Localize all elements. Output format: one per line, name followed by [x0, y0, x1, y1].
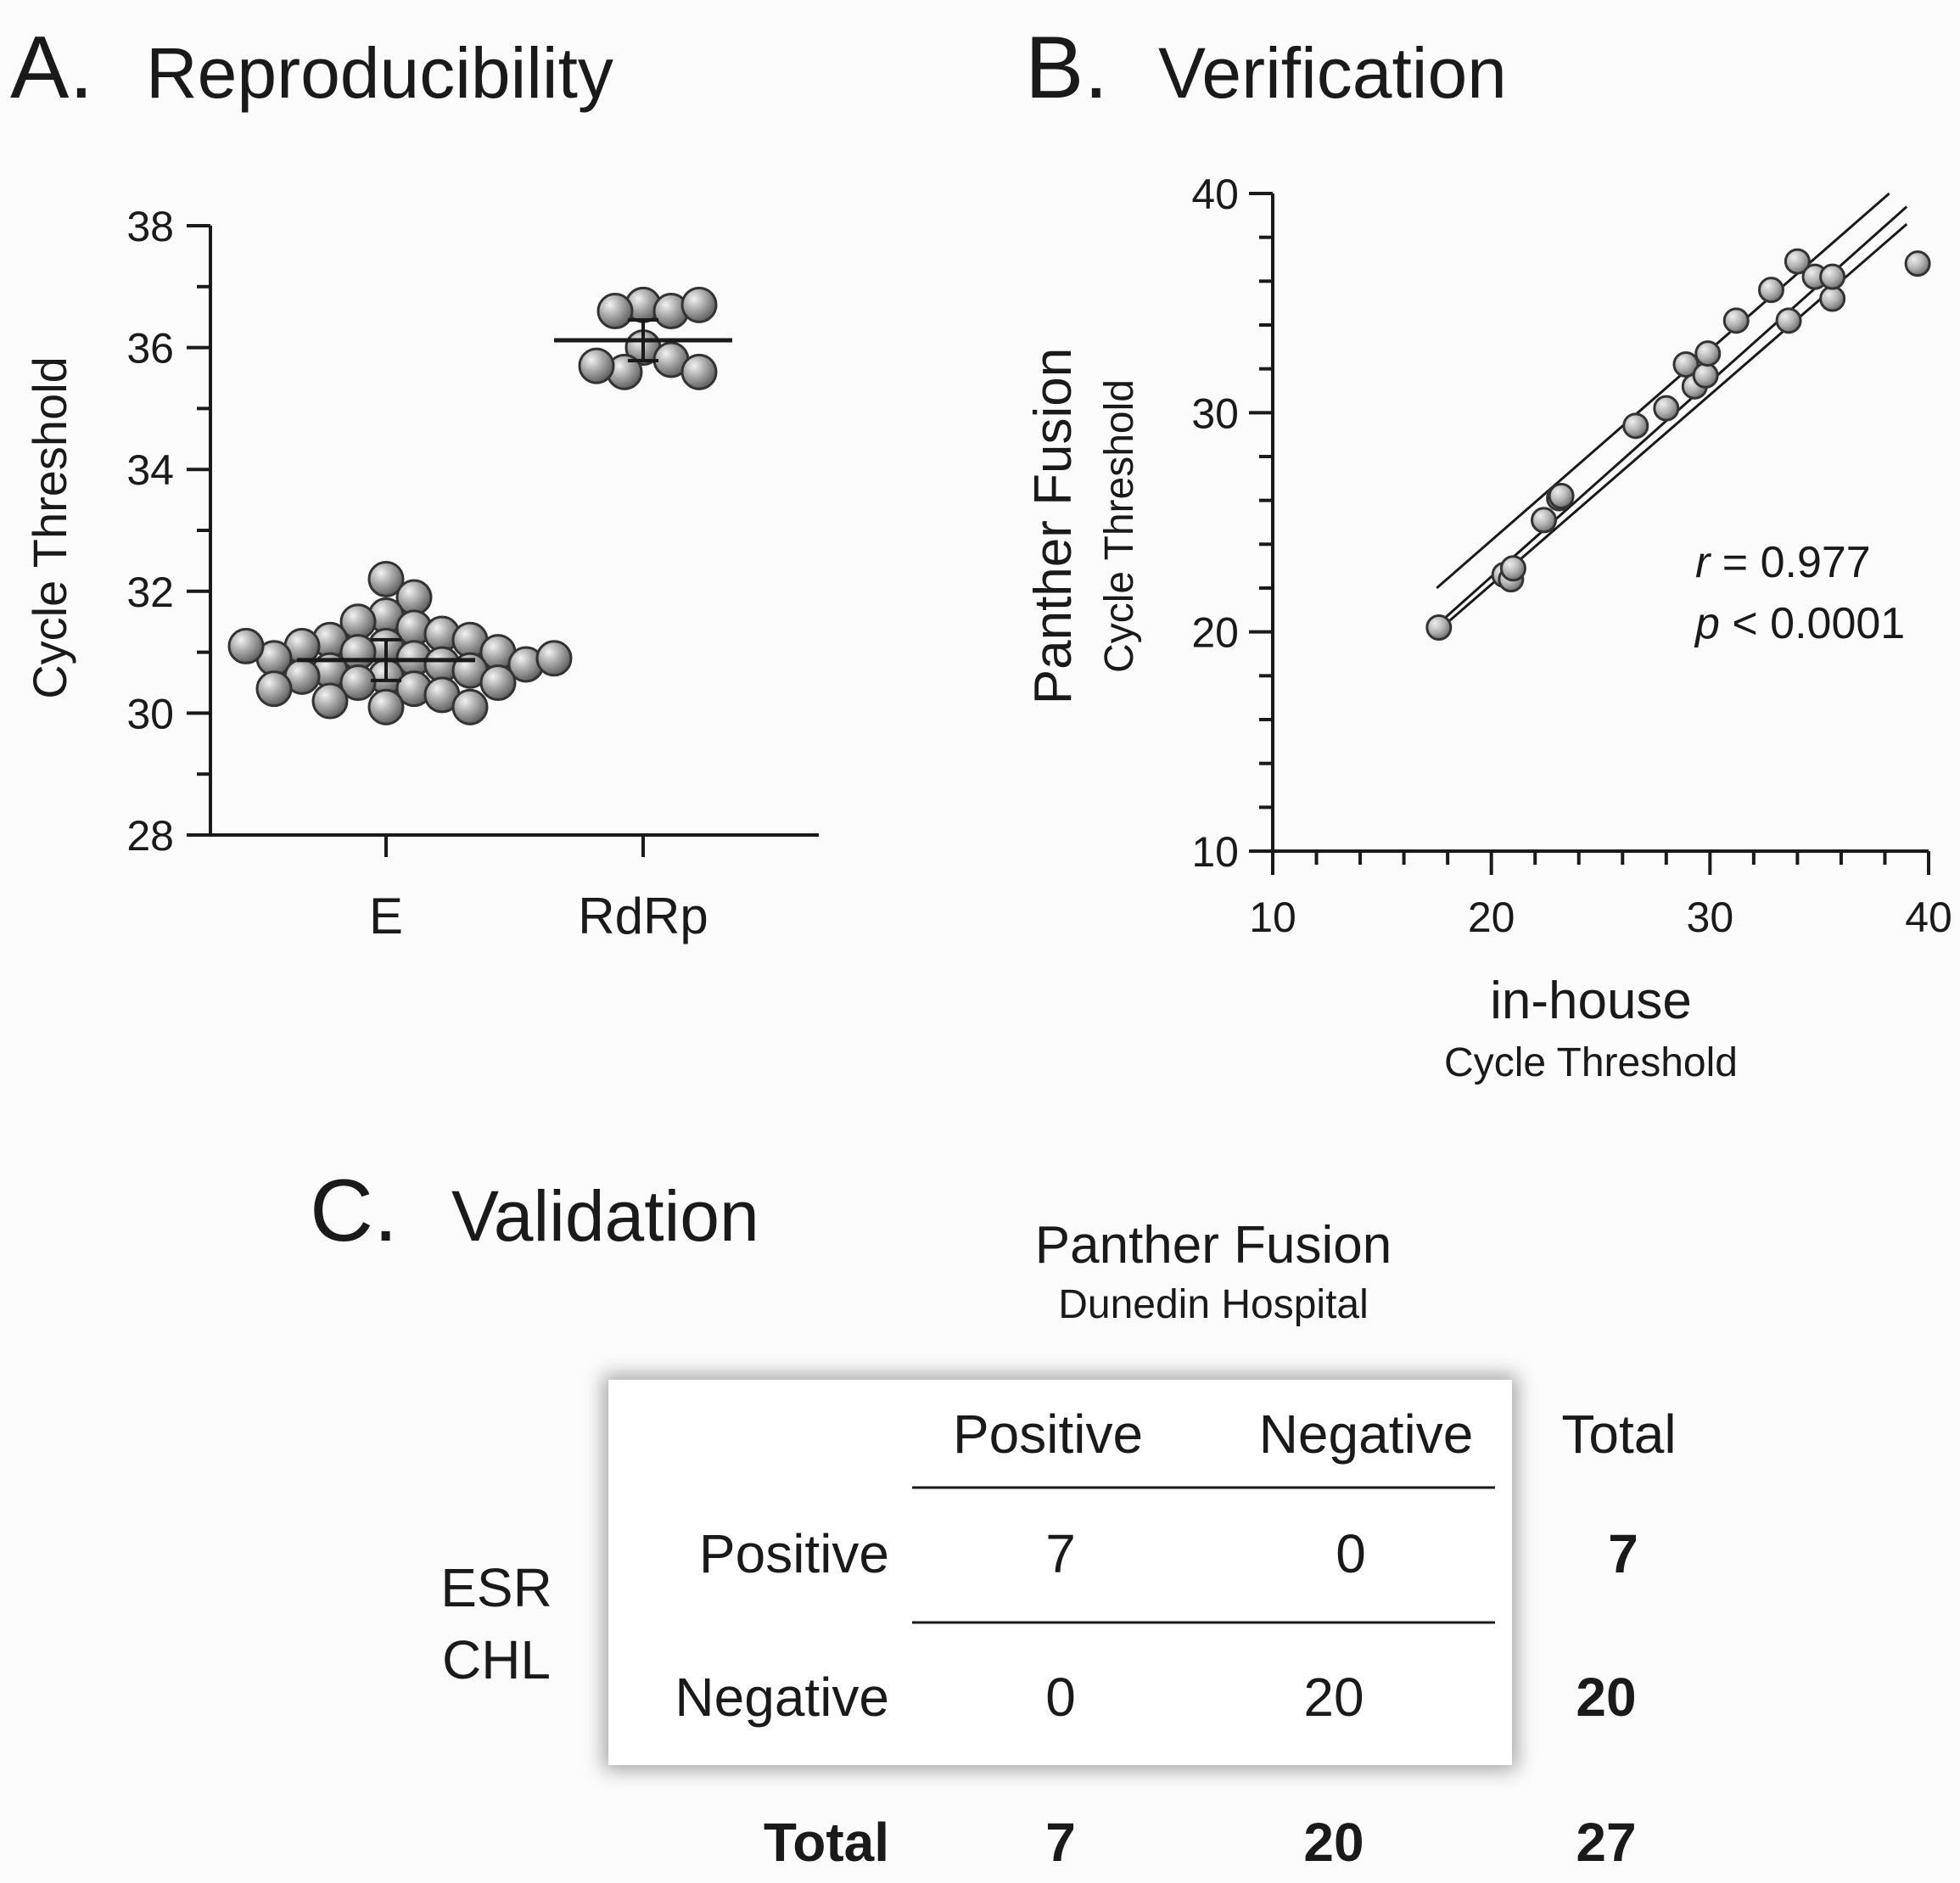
panel-a-y-tick-labels: 28 30 32 34 36 38 — [126, 203, 174, 860]
data-point — [451, 688, 489, 726]
data-point — [1622, 412, 1649, 440]
y-tick-label: 20 — [1191, 609, 1239, 657]
data-point — [367, 688, 405, 726]
data-point — [578, 347, 615, 384]
x-tick-label: 20 — [1468, 894, 1515, 941]
data-point — [680, 286, 718, 323]
p-value: < 0.0001 — [1720, 599, 1905, 648]
panel-b-y-tick-labels: 10 20 30 40 — [1191, 171, 1239, 876]
table-total-row-label: Total — [764, 1812, 889, 1873]
x-tick-label: 40 — [1905, 894, 1952, 941]
panel-b-p-statistic: p < 0.0001 — [1694, 599, 1905, 648]
table-cell-pos-pos: 7 — [1045, 1523, 1076, 1584]
table-col-header-total: Total — [1561, 1404, 1676, 1465]
table-row-label-negative: Negative — [675, 1667, 889, 1728]
panel-b-x-tick-labels: 10 20 30 40 — [1249, 894, 1952, 941]
x-tick-label: 10 — [1249, 894, 1296, 941]
data-point — [1531, 507, 1558, 534]
table-cell-pos-total: 7 — [1608, 1523, 1638, 1584]
y-tick-label: 34 — [126, 446, 174, 494]
panel-b-points — [1425, 248, 1931, 641]
panel-a-x-ticks — [384, 835, 645, 857]
panel-b-x-axis-subtitle: Cycle Threshold — [1444, 1040, 1738, 1085]
r-symbol: r — [1695, 538, 1712, 587]
panel-b-axes — [1271, 193, 1929, 853]
p-symbol: p — [1694, 599, 1720, 648]
table-row-group-line-1: ESR — [440, 1557, 552, 1618]
data-point — [680, 353, 718, 390]
table-col-header-positive: Positive — [953, 1404, 1143, 1465]
table-row-label-positive: Positive — [699, 1523, 889, 1584]
data-point — [227, 627, 265, 664]
data-point — [1722, 307, 1750, 334]
y-tick-label: 10 — [1191, 828, 1239, 876]
table-column-group-subtitle: Dunedin Hospital — [1058, 1282, 1369, 1327]
x-tick-label: 30 — [1687, 894, 1734, 941]
data-point — [1819, 263, 1846, 290]
ci-upper-line — [1436, 192, 1890, 590]
panel-a-axes — [209, 226, 819, 837]
panel-c-letter: C. — [310, 1162, 398, 1260]
table-total-positive: 7 — [1045, 1812, 1076, 1873]
panel-b-x-axis-title: in-house — [1490, 972, 1692, 1030]
y-tick-label: 30 — [1191, 389, 1239, 437]
y-tick-label: 30 — [126, 690, 174, 737]
data-point — [1672, 351, 1700, 378]
data-point — [1692, 361, 1719, 389]
table-grand-total: 27 — [1576, 1812, 1636, 1873]
panel-a-title: Reproducibility — [146, 33, 613, 113]
panel-b-y-ticks — [1249, 192, 1273, 853]
data-point — [1784, 248, 1811, 275]
data-point — [367, 560, 405, 597]
data-point — [535, 640, 573, 677]
panel-b-title: Verification — [1158, 33, 1507, 113]
data-point — [1548, 483, 1575, 509]
data-point — [1425, 614, 1453, 641]
panel-a-y-ticks — [187, 224, 210, 837]
data-point — [311, 682, 349, 720]
data-point — [339, 664, 377, 701]
panel-a-x-label-e: E — [369, 888, 403, 944]
data-point — [1819, 285, 1846, 312]
y-tick-label: 40 — [1191, 171, 1239, 218]
y-tick-label: 38 — [126, 203, 174, 250]
data-point — [1694, 340, 1722, 367]
table-cell-neg-total: 20 — [1576, 1667, 1636, 1728]
data-point — [255, 670, 293, 708]
y-tick-label: 36 — [126, 325, 174, 373]
panel-a-letter: A. — [10, 19, 93, 117]
panel-b-letter: B. — [1025, 19, 1108, 117]
y-tick-label: 28 — [126, 812, 174, 860]
panel-a-y-axis-title: Cycle Threshold — [23, 356, 76, 699]
data-point — [596, 293, 634, 330]
r-value: = 0.977 — [1710, 538, 1870, 587]
panel-a-x-label-rdrp: RdRp — [578, 888, 708, 944]
data-point — [1904, 250, 1931, 277]
panel-b-y-axis-title: Panther Fusion — [1024, 348, 1083, 704]
data-point — [1775, 307, 1802, 334]
panel-c-title: Validation — [451, 1176, 759, 1256]
panel-b-r-statistic: r = 0.977 — [1695, 538, 1871, 587]
data-point — [1653, 395, 1680, 422]
table-column-group-title: Panther Fusion — [1035, 1216, 1392, 1275]
table-total-negative: 20 — [1303, 1812, 1364, 1873]
table-cell-neg-neg: 20 — [1303, 1667, 1364, 1728]
panel-b-y-axis-subtitle: Cycle Threshold — [1097, 379, 1142, 673]
panel-b-x-ticks — [1271, 851, 1930, 875]
contingency-table-box — [608, 1380, 1512, 1765]
y-tick-label: 32 — [126, 569, 174, 616]
table-cell-neg-pos: 0 — [1045, 1667, 1076, 1728]
data-point — [1757, 277, 1784, 304]
panel-a-mean-bars — [297, 317, 732, 682]
table-cell-pos-neg: 0 — [1336, 1523, 1366, 1584]
data-point — [479, 664, 517, 701]
data-point — [1499, 555, 1526, 582]
table-col-header-negative: Negative — [1259, 1404, 1474, 1465]
table-row-group-line-2: CHL — [442, 1629, 551, 1690]
